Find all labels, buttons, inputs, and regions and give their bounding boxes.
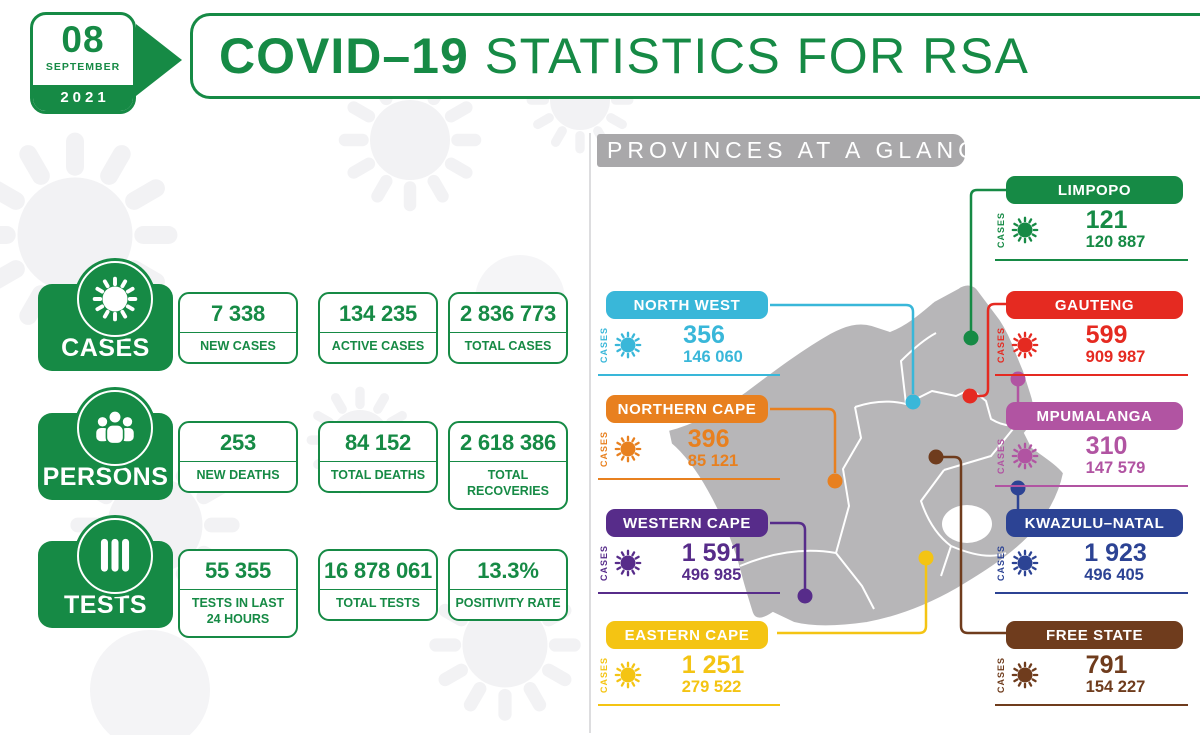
- new-cases: 791: [1085, 650, 1128, 679]
- province-name: NORTH WEST: [606, 291, 768, 319]
- province-name: FREE STATE: [1006, 621, 1183, 649]
- people-icon: [74, 387, 156, 469]
- stat-card-total-tests: 16 878 061 TOTAL TESTS: [318, 549, 438, 622]
- total-cases: 154 227: [1085, 678, 1146, 697]
- stat-label: TOTAL RECOVERIES: [467, 468, 549, 499]
- stat-label: POSITIVITY RATE: [455, 596, 561, 610]
- virus-icon: [1010, 548, 1040, 578]
- stat-value: 253: [180, 423, 296, 462]
- stat-card-new-cases: 7 338 NEW CASES: [178, 292, 298, 365]
- cases-rotated-label: CASES: [599, 430, 609, 467]
- new-cases: 599: [1085, 320, 1128, 349]
- stat-value: 55 355: [180, 551, 296, 590]
- stat-value: 134 235: [320, 294, 436, 333]
- province-name: KWAZULU–NATAL: [1006, 509, 1183, 537]
- stat-label: TESTS IN LAST 24 HOURS: [191, 596, 285, 627]
- date-day: 08: [61, 19, 105, 60]
- virus-icon: [613, 434, 643, 464]
- province-card-eastern-cape: EASTERN CAPE CASES 1 251 279 522: [598, 621, 780, 706]
- date-year: 2021: [33, 85, 133, 111]
- stat-label: NEW CASES: [200, 339, 276, 353]
- total-cases: 279 522: [681, 678, 742, 697]
- total-cases: 146 060: [683, 348, 743, 367]
- total-cases: 496 985: [681, 566, 742, 585]
- date-badge: 08 SEPTEMBER 2021: [30, 12, 136, 114]
- cases-rotated-label: CASES: [996, 656, 1006, 693]
- cases-rotated-label: CASES: [996, 437, 1006, 474]
- test-tubes-icon: [74, 515, 156, 597]
- cases-rotated-label: CASES: [996, 544, 1006, 581]
- stat-card-total-deaths: 84 152 TOTAL DEATHS: [318, 421, 438, 494]
- cases-rotated-label: CASES: [599, 326, 609, 363]
- stat-card-positivity-rate: 13.3% POSITIVITY RATE: [448, 549, 568, 622]
- virus-icon: [1010, 660, 1040, 690]
- total-cases: 120 887: [1085, 233, 1146, 252]
- new-cases: 1 923: [1084, 538, 1147, 567]
- province-card-mpumalanga: MPUMALANGA CASES 310 147 579: [995, 402, 1188, 487]
- virus-icon: [1010, 215, 1040, 245]
- province-card-limpopo: LIMPOPO CASES 121 120 887: [995, 176, 1188, 261]
- stat-card-new-deaths: 253 NEW DEATHS: [178, 421, 298, 494]
- new-cases: 1 251: [681, 650, 745, 679]
- total-cases: 909 987: [1085, 348, 1146, 367]
- stat-card-active-cases: 134 235 ACTIVE CASES: [318, 292, 438, 365]
- province-card-north-west: NORTH WEST CASES 356 146 060: [598, 291, 780, 376]
- stat-value: 2 618 386: [450, 423, 566, 462]
- virus-icon: [613, 548, 643, 578]
- province-name: GAUTENG: [1006, 291, 1183, 319]
- virus-icon: [1010, 330, 1040, 360]
- stat-value: 2 836 773: [450, 294, 566, 333]
- province-name: WESTERN CAPE: [606, 509, 768, 537]
- province-name: EASTERN CAPE: [606, 621, 768, 649]
- stat-value: 84 152: [320, 423, 436, 462]
- stat-label: NEW DEATHS: [196, 468, 280, 482]
- virus-icon: [74, 258, 156, 340]
- stat-card-total-cases: 2 836 773 TOTAL CASES: [448, 292, 568, 365]
- province-dots: [797, 330, 1026, 604]
- new-cases: 121: [1085, 205, 1128, 234]
- stat-label: TOTAL CASES: [464, 339, 552, 353]
- stat-label: TOTAL DEATHS: [330, 468, 426, 482]
- province-card-free-state: FREE STATE CASES 791 154 227: [995, 621, 1188, 706]
- provinces-panel-title: PROVINCES AT A GLANCE: [597, 134, 995, 167]
- stat-value: 16 878 061: [320, 551, 436, 590]
- stat-card-tests-24h: 55 355 TESTS IN LAST 24 HOURS: [178, 549, 298, 638]
- province-name: LIMPOPO: [1006, 176, 1183, 204]
- lesotho-cutout: [942, 505, 992, 543]
- cases-rotated-label: CASES: [599, 544, 609, 581]
- page-title-rest: STATISTICS FOR RSA: [484, 28, 1030, 84]
- province-card-northern-cape: NORTHERN CAPE CASES 396 85 121: [598, 395, 780, 480]
- virus-icon: [1010, 441, 1040, 471]
- stat-card-total-recoveries: 2 618 386 TOTAL RECOVERIES: [448, 421, 568, 510]
- province-card-kwazulu-natal: KWAZULU–NATAL CASES 1 923 496 405: [995, 509, 1188, 594]
- total-cases: 496 405: [1084, 566, 1144, 585]
- title-banner: COVID–19 STATISTICS FOR RSA: [190, 13, 1200, 99]
- province-card-western-cape: WESTERN CAPE CASES 1 591 496 985: [598, 509, 780, 594]
- stat-value: 13.3%: [450, 551, 566, 590]
- new-cases: 1 591: [681, 538, 745, 567]
- stat-value: 7 338: [180, 294, 296, 333]
- cases-rotated-label: CASES: [599, 656, 609, 693]
- virus-icon: [613, 330, 643, 360]
- province-name: MPUMALANGA: [1006, 402, 1183, 430]
- new-cases: 356: [683, 320, 725, 349]
- stat-label: TOTAL TESTS: [335, 596, 421, 610]
- cases-rotated-label: CASES: [996, 211, 1006, 248]
- province-card-gauteng: GAUTENG CASES 599 909 987: [995, 291, 1188, 376]
- cases-rotated-label: CASES: [996, 326, 1006, 363]
- vertical-divider: [589, 133, 591, 733]
- total-cases: 85 121: [687, 452, 739, 471]
- virus-icon: [613, 660, 643, 690]
- connector-lines: [770, 188, 1020, 635]
- province-name: NORTHERN CAPE: [606, 395, 768, 423]
- new-cases: 396: [687, 424, 730, 453]
- province-borders: [739, 332, 1018, 610]
- total-cases: 147 579: [1085, 459, 1146, 478]
- date-month: SEPTEMBER: [45, 60, 121, 73]
- page-title-covid: COVID–19: [219, 28, 469, 84]
- stat-label: ACTIVE CASES: [331, 339, 425, 353]
- new-cases: 310: [1085, 431, 1128, 460]
